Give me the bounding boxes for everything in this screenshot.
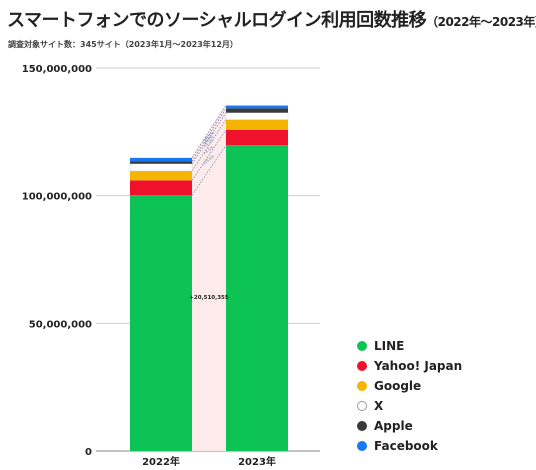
connector-line <box>191 144 227 196</box>
bar-segment <box>226 145 288 452</box>
legend-swatch <box>357 441 367 451</box>
connector-line <box>191 129 227 181</box>
connector-label: +0.0% <box>202 134 214 145</box>
y-tick-label: 150,000,000 <box>22 64 92 75</box>
x-tick-label: 2022年 <box>142 455 180 468</box>
bar-segment <box>226 119 288 130</box>
difference-label: +20,510,355 <box>189 295 229 301</box>
connector-label: +8.1% <box>202 138 214 149</box>
chart-title-period: （2022年〜2023年） <box>426 15 536 29</box>
legend-item: Facebook <box>357 436 462 456</box>
legend-item: Apple <box>357 416 462 436</box>
legend-swatch <box>357 361 367 371</box>
legend-item: X <box>357 396 462 416</box>
legend-label: Yahoo! Japan <box>374 359 463 373</box>
label-layer: 0 50,000,000 100,000,000 150,000,000 2022年 20… <box>22 64 276 468</box>
survey-note: 調査対象サイト数：345サイト（2023年1月〜2023年12月） <box>8 40 238 49</box>
connector-label: +3.5% <box>202 145 214 156</box>
legend: LINE Yahoo! Japan Google X Apple Facebook <box>357 336 462 456</box>
chart-title: スマートフォンでのソーシャルログイン利用回数推移（2022年〜2023年） <box>7 6 536 32</box>
legend-swatch <box>357 421 367 431</box>
y-tick-label: 0 <box>85 447 92 458</box>
legend-label: Google <box>374 379 422 393</box>
bar-segment <box>226 108 288 113</box>
x-tick-label: 2023年 <box>238 455 276 468</box>
legend-item: LINE <box>357 336 462 356</box>
bar-segment <box>130 157 192 162</box>
difference-band <box>192 103 226 451</box>
bar-segment <box>130 170 192 181</box>
bar-segment <box>129 163 193 172</box>
bar-segment <box>226 129 288 146</box>
bar-segment <box>226 105 288 109</box>
legend-label: Facebook <box>374 439 438 453</box>
bar-segment <box>130 195 192 451</box>
bar-segment <box>130 161 192 164</box>
legend-item: Yahoo! Japan <box>357 356 462 376</box>
legend-swatch <box>357 341 367 351</box>
legend-label: LINE <box>374 339 405 353</box>
legend-label: Apple <box>374 419 413 433</box>
chart-title-main: スマートフォンでのソーシャルログイン利用回数推移 <box>7 10 427 31</box>
bar-segment <box>130 180 192 196</box>
difference-band-layer <box>191 103 227 451</box>
y-tick-label: 50,000,000 <box>29 319 92 330</box>
legend-item: Google <box>357 376 462 396</box>
legend-label: X <box>374 399 384 413</box>
connector-line <box>191 119 227 172</box>
connector-line <box>191 105 227 159</box>
connector-line <box>191 108 227 162</box>
legend-swatch <box>357 381 367 391</box>
connector-line <box>191 112 227 164</box>
y-tick-label: 100,000,000 <box>22 192 92 203</box>
legend-swatch <box>357 401 367 411</box>
bar-segment <box>225 112 289 120</box>
bar-layer <box>129 105 289 452</box>
